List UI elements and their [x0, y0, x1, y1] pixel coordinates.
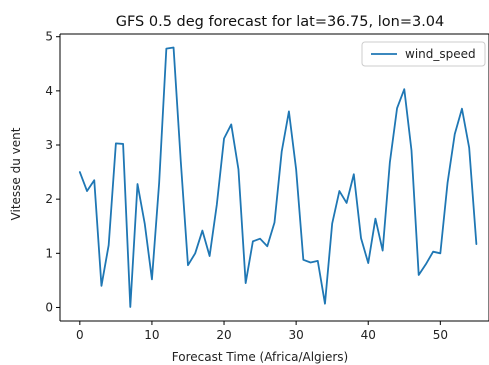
series-line-wind-speed — [78, 46, 478, 308]
x-tick-label: 10 — [144, 328, 159, 342]
y-tick-label: 5 — [45, 30, 53, 44]
chart-title: GFS 0.5 deg forecast for lat=36.75, lon=… — [116, 14, 445, 30]
x-axis: 0 10 20 30 40 50 — [76, 321, 448, 342]
x-tick-label: 30 — [288, 328, 303, 342]
legend-label-wind-speed: wind_speed — [405, 47, 476, 61]
y-tick-label: 0 — [45, 300, 53, 314]
y-tick-label: 3 — [45, 138, 53, 152]
x-axis-label: Forecast Time (Africa/Algiers) — [172, 350, 348, 364]
x-tick-label: 50 — [433, 328, 448, 342]
y-axis: 0 1 2 3 4 5 — [45, 30, 60, 314]
y-tick-label: 1 — [45, 246, 53, 260]
series-layer — [78, 46, 478, 308]
x-tick-label: 40 — [361, 328, 376, 342]
y-axis-label: Vitesse du vent — [9, 127, 23, 220]
y-tick-label: 4 — [45, 84, 53, 98]
x-tick-label: 0 — [76, 328, 84, 342]
legend: wind_speed — [361, 41, 486, 67]
legend-box — [361, 41, 486, 67]
x-tick-label: 20 — [216, 328, 231, 342]
y-tick-label: 2 — [45, 192, 53, 206]
